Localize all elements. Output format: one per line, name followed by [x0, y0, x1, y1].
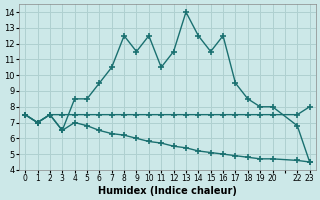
X-axis label: Humidex (Indice chaleur): Humidex (Indice chaleur) — [98, 186, 237, 196]
